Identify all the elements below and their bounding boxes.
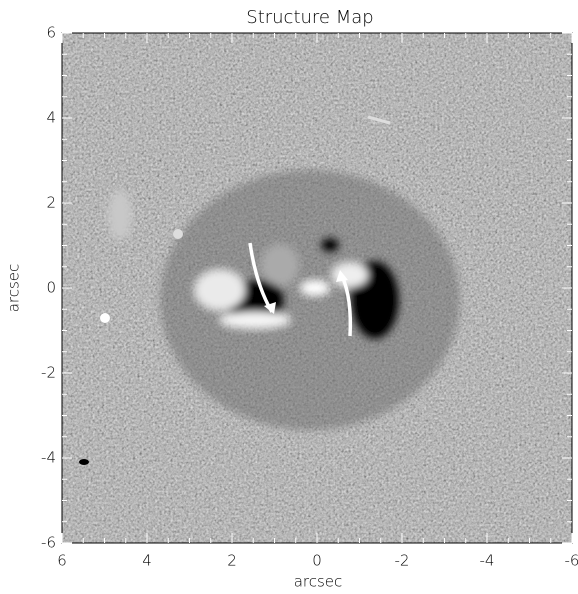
x-tick-label: 0 — [312, 552, 322, 570]
arrow-head — [336, 270, 348, 282]
y-tick-label: -2 — [41, 364, 56, 382]
image — [62, 33, 572, 543]
y-tick-label: 6 — [46, 24, 56, 42]
y-tick-label: 4 — [46, 109, 56, 127]
structure — [108, 170, 460, 430]
y-tick-label: -4 — [41, 449, 56, 467]
arrow-head — [264, 302, 276, 314]
dark-spot — [79, 459, 89, 465]
x-tick-label: -2 — [395, 552, 410, 570]
x-tick-label: 2 — [227, 552, 237, 570]
x-tick-label: -4 — [480, 552, 495, 570]
y-tick-label: 0 — [46, 279, 56, 297]
bright-spot — [100, 313, 110, 323]
x-tick-label: 4 — [142, 552, 152, 570]
x-tick-label: -6 — [565, 552, 578, 570]
chart-title: Structure Map — [246, 7, 373, 28]
x-axis-label: arcsec — [294, 573, 343, 591]
y-tick-label: 2 — [46, 194, 56, 212]
y-tick-label: -6 — [41, 534, 56, 552]
x-tick-label: 6 — [57, 552, 67, 570]
bright-spot — [173, 229, 183, 239]
streak — [367, 115, 391, 125]
y-axis-label: arcsec — [5, 264, 23, 313]
